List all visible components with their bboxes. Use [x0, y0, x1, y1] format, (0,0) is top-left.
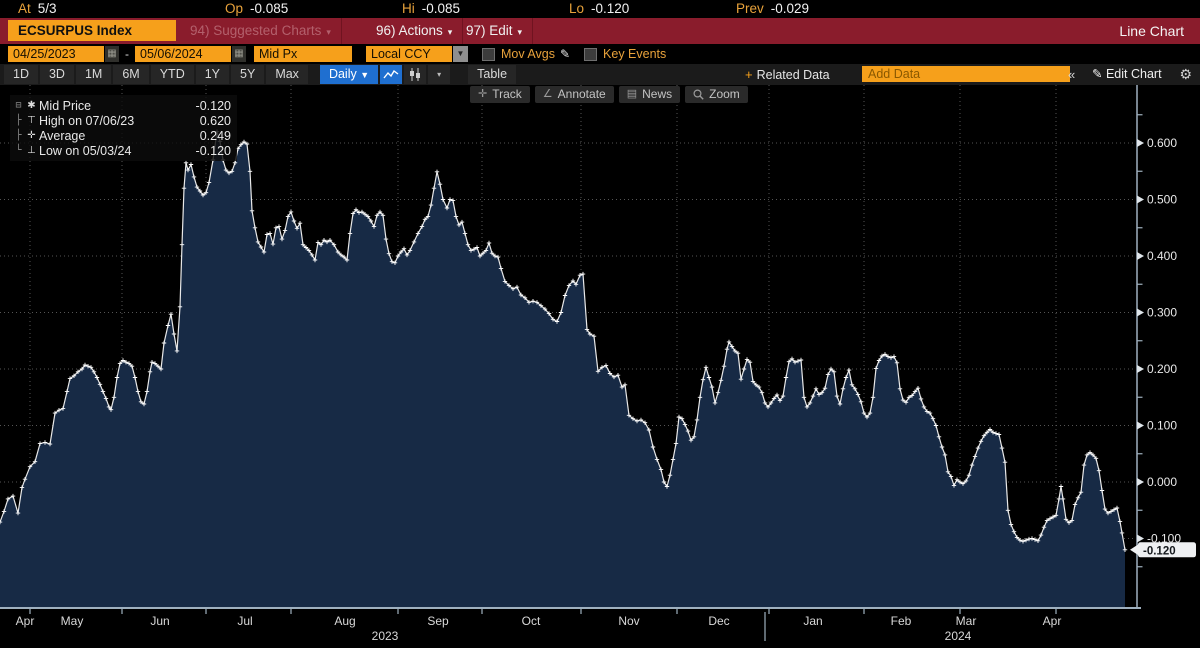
high-marker-icon: ⊤: [27, 115, 36, 126]
svg-text:Nov: Nov: [618, 614, 639, 628]
key-events-label[interactable]: Key Events: [603, 47, 667, 61]
annotate-button[interactable]: ∠ Annotate: [534, 86, 614, 103]
crosshair-icon: ✛: [478, 88, 488, 100]
mov-avgs-checkbox[interactable]: [482, 47, 495, 61]
tab-period-1y[interactable]: 1Y: [195, 65, 230, 84]
pencil-icon: ✎: [1092, 67, 1103, 81]
magnifier-icon: [693, 89, 704, 100]
svg-text:Oct: Oct: [522, 614, 541, 628]
chart-type-dropdown[interactable]: ▾: [428, 65, 451, 84]
svg-text:2023: 2023: [372, 629, 399, 643]
svg-text:-0.100: -0.100: [1147, 532, 1181, 546]
pencil-icon[interactable]: ✎: [559, 47, 571, 61]
low-marker-icon: ⊥: [27, 145, 36, 156]
svg-text:Jul: Jul: [237, 614, 252, 628]
svg-text:0.300: 0.300: [1147, 306, 1177, 320]
chart-legend[interactable]: ⊟ ✱ Mid Price -0.120 ├ ⊤ High on 07/06/2…: [10, 95, 237, 161]
chevron-down-icon: ▼: [360, 70, 370, 80]
quote-open: Op -0.085: [225, 1, 289, 16]
legend-row-mid-price[interactable]: ⊟ ✱ Mid Price -0.120: [13, 98, 231, 113]
tab-period-ytd[interactable]: YTD: [150, 65, 194, 84]
legend-row-low: └ ⊥ Low on 05/03/24 -0.120: [15, 143, 231, 158]
gear-icon[interactable]: ⚙: [1179, 66, 1192, 82]
frequency-dropdown[interactable]: Daily ▼: [319, 65, 379, 84]
quote-low: Lo -0.120: [569, 1, 630, 16]
collapse-tree-icon[interactable]: ⊟: [15, 100, 22, 111]
svg-text:2024: 2024: [945, 629, 972, 643]
collapse-panel-button[interactable]: «: [1068, 67, 1076, 82]
tab-period-max[interactable]: Max: [266, 65, 308, 84]
svg-text:Sep: Sep: [427, 614, 449, 628]
price-line-chart[interactable]: 0.600 0.500 0.400 0.300 0.200 0.100 0.000 -0.10…: [0, 85, 1200, 648]
annotate-icon: ∠: [542, 88, 553, 100]
menu-actions[interactable]: 96) Actions ▾: [366, 18, 464, 44]
key-events-checkbox[interactable]: [584, 47, 598, 61]
track-button[interactable]: ✛ Track: [470, 86, 530, 103]
svg-text:Apr: Apr: [16, 614, 35, 628]
settings-bar: ▦ - ▦ ▼ Mov Avgs ✎ Key Events: [0, 44, 1200, 64]
star-marker-icon: ✱: [27, 100, 36, 111]
svg-text:Mar: Mar: [956, 614, 977, 628]
legend-row-average: ├ ✛ Average 0.249: [15, 128, 231, 143]
quote-at: At 5/3: [18, 1, 57, 16]
svg-text:0.500: 0.500: [1147, 193, 1177, 207]
date-to-input[interactable]: [135, 46, 231, 62]
chevron-down-icon[interactable]: ▼: [453, 46, 468, 62]
chevron-down-icon: ▾: [447, 27, 453, 37]
average-marker-icon: ✛: [27, 130, 36, 141]
calendar-icon[interactable]: ▦: [105, 46, 119, 62]
calendar-icon[interactable]: ▦: [232, 46, 246, 62]
currency-select[interactable]: [366, 46, 452, 62]
zoom-button[interactable]: Zoom: [685, 86, 748, 103]
svg-text:0.000: 0.000: [1147, 475, 1177, 489]
tab-period-5y[interactable]: 5Y: [231, 65, 265, 84]
price-field-input[interactable]: [254, 46, 352, 62]
svg-text:Feb: Feb: [891, 614, 912, 628]
candlestick-chart-type-icon[interactable]: [404, 65, 427, 84]
plus-icon: +: [745, 67, 753, 82]
svg-text:Apr: Apr: [1043, 614, 1062, 628]
svg-text:0.100: 0.100: [1147, 419, 1177, 433]
chevron-down-icon: ▾: [326, 27, 331, 37]
view-mode-label: Line Chart: [1119, 23, 1184, 39]
svg-text:Jan: Jan: [803, 614, 822, 628]
svg-text:0.600: 0.600: [1147, 136, 1177, 150]
news-button[interactable]: ▤ News: [618, 86, 681, 103]
tab-period-6m[interactable]: 6M: [113, 65, 149, 84]
line-chart-type-icon[interactable]: [380, 65, 403, 84]
period-toolbar: 1D 3D 1M 6M YTD 1Y 5Y Max Daily ▼ ▾ Tabl…: [0, 64, 1200, 85]
mov-avgs-label[interactable]: Mov Avgs: [501, 47, 555, 61]
svg-text:0.200: 0.200: [1147, 362, 1177, 376]
security-ticker-input[interactable]: ECSURPUS Index: [8, 20, 176, 41]
date-range-separator: -: [125, 47, 129, 61]
svg-text:Aug: Aug: [334, 614, 355, 628]
svg-text:Dec: Dec: [708, 614, 729, 628]
tab-period-1m[interactable]: 1M: [75, 65, 112, 84]
chevron-down-icon: ▾: [517, 27, 523, 37]
svg-text:Jun: Jun: [150, 614, 169, 628]
quote-prev: Prev -0.029: [736, 1, 810, 16]
related-data-button[interactable]: + Related Data: [745, 67, 830, 82]
legend-row-high: ├ ⊤ High on 07/06/23 0.620: [15, 113, 231, 128]
chart-tools: ✛ Track ∠ Annotate ▤ News Zoom: [470, 86, 748, 103]
news-icon: ▤: [626, 88, 638, 100]
menu-suggested-charts[interactable]: 94) Suggested Charts ▾: [180, 18, 342, 44]
quote-bar: At 5/3 Op -0.085 Hi -0.085 Lo -0.120 Prev -0.…: [0, 0, 1200, 18]
date-from-input[interactable]: [8, 46, 104, 62]
edit-chart-button[interactable]: ✎ Edit Chart: [1092, 67, 1162, 81]
tab-period-3d[interactable]: 3D: [39, 65, 74, 84]
menu-edit[interactable]: 97) Edit ▾: [456, 18, 534, 44]
tab-period-1d[interactable]: 1D: [4, 65, 38, 84]
table-button[interactable]: Table: [468, 65, 517, 84]
add-data-input[interactable]: [862, 66, 1070, 82]
quote-high: Hi -0.085: [402, 1, 461, 16]
svg-text:May: May: [61, 614, 84, 628]
svg-text:-0.120: -0.120: [1143, 545, 1176, 557]
svg-text:0.400: 0.400: [1147, 249, 1177, 263]
menu-bar: ECSURPUS Index 94) Suggested Charts ▾ 96)…: [0, 18, 1200, 44]
